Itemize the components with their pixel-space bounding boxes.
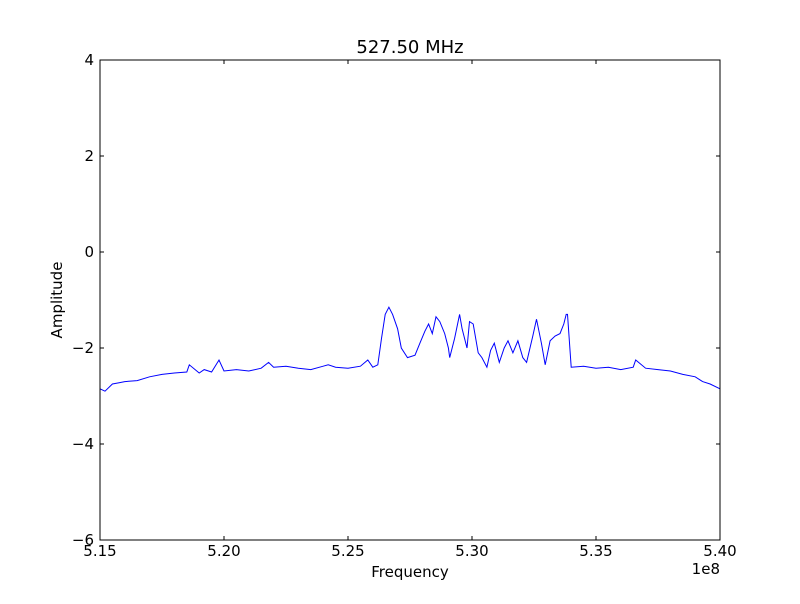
y-tick-label: −4 [72, 435, 94, 453]
y-tick-label: 2 [84, 147, 94, 165]
x-tick-label: 5.30 [455, 542, 488, 560]
x-offset-label: 1e8 [692, 560, 720, 578]
series-line-spectrum [99, 306, 721, 392]
x-tick-label: 5.35 [579, 542, 612, 560]
y-axis-label: Amplitude [48, 262, 66, 339]
x-tick-label: 5.15 [83, 542, 116, 560]
x-tick-label: 5.20 [207, 542, 240, 560]
x-tick-label: 5.40 [703, 542, 736, 560]
plot-lines [99, 306, 721, 392]
y-tick-label: −6 [72, 531, 94, 549]
x-tick-label: 5.25 [331, 542, 364, 560]
y-tick-label: 0 [84, 243, 94, 261]
chart-title: 527.50 MHz [356, 37, 463, 58]
y-tick-label: 4 [84, 51, 94, 69]
plot-frame [99, 59, 721, 541]
y-tick-label: −2 [72, 339, 94, 357]
axis-ticks: 5.15 5.20 5.25 5.30 5.35 5.40 4 2 0 −2 −4 −6 [72, 51, 737, 560]
x-axis-label: Frequency [371, 563, 449, 581]
